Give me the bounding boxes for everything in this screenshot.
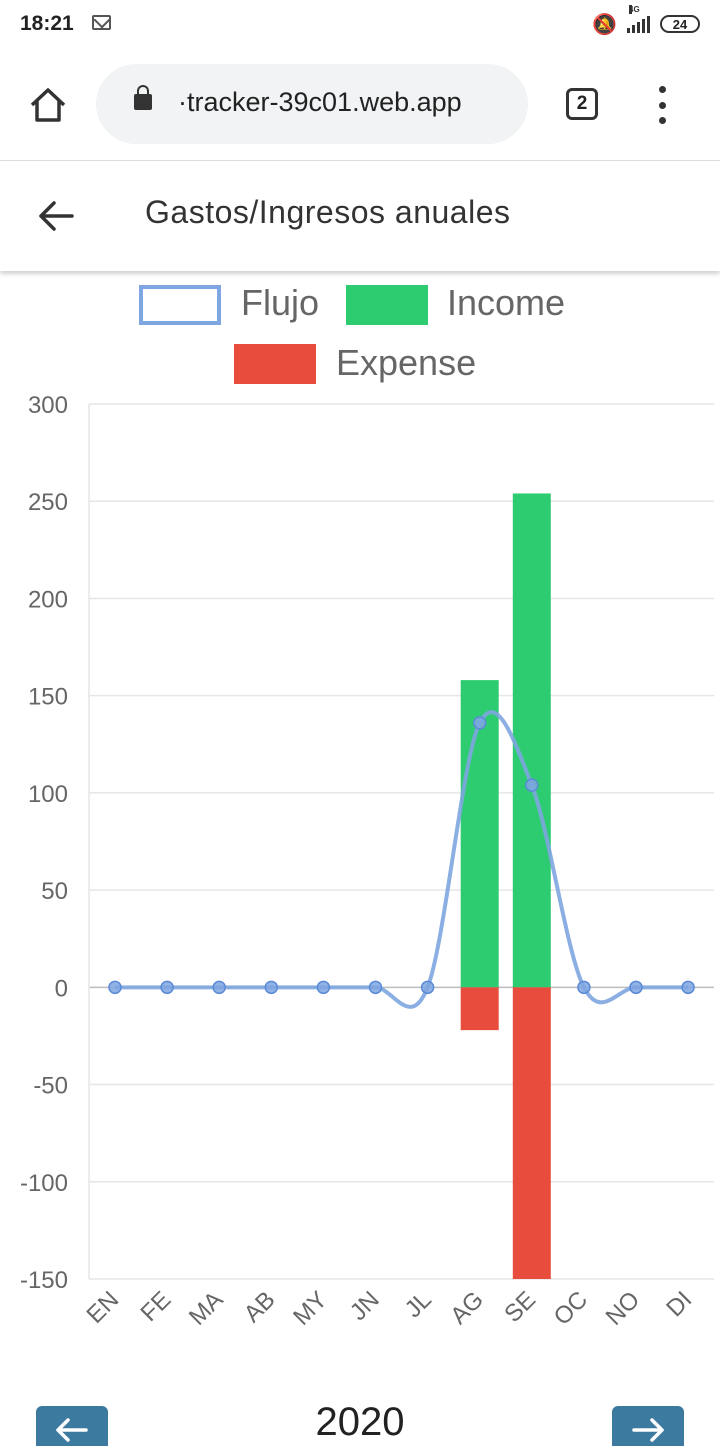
income-bar (512, 493, 551, 988)
legend-label-expense: Expense (336, 342, 476, 383)
chart-svg: Flujo Income Expense 300 250 200 150 100 50 0 -50 -… (20, 282, 714, 1331)
app-header: Gastos/Ingresos anuales (0, 160, 720, 271)
y-tick-label: -100 (20, 1170, 68, 1197)
flujo-point (681, 980, 695, 995)
network-label: 4G (629, 5, 640, 14)
mail-icon (92, 15, 111, 30)
x-tick-label: OC (549, 1286, 594, 1331)
back-button[interactable] (36, 199, 76, 233)
legend-swatch-income (346, 285, 428, 325)
flujo-point (629, 980, 643, 995)
x-tick-label: NO (601, 1286, 646, 1331)
x-tick-label: AG (445, 1286, 489, 1330)
x-tick-label: EN (82, 1286, 125, 1329)
annual-chart: Flujo Income Expense 300 250 200 150 100 50 0 -50 -… (0, 270, 720, 1380)
home-button[interactable] (28, 86, 68, 124)
flujo-point (472, 716, 487, 730)
y-tick-label: 100 (28, 781, 68, 808)
arrow-left-icon (39, 201, 74, 231)
y-tick-label: 250 (28, 489, 68, 516)
url-text: ·tracker-39c01.web.app (178, 87, 462, 117)
flujo-point (264, 980, 279, 995)
y-tick-label: 300 (28, 392, 68, 419)
next-year-button[interactable] (612, 1406, 684, 1446)
page-title: Gastos/Ingresos anuales (145, 194, 511, 230)
x-tick-label: FE (136, 1286, 177, 1327)
tab-switcher-button[interactable]: 2 (566, 88, 598, 120)
y-tick-label: 150 (28, 684, 68, 711)
bell-off-icon: 🔕 (592, 13, 617, 36)
dot-icon (658, 117, 666, 124)
previous-year-button[interactable] (36, 1406, 108, 1446)
income-bar (460, 680, 499, 988)
status-icons: 🔕 4G 24 (592, 5, 700, 38)
legend-label-income: Income (447, 282, 565, 323)
x-tick-label: MY (288, 1286, 333, 1331)
address-bar[interactable]: ·tracker-39c01.web.app (96, 64, 528, 144)
y-tick-label: -150 (20, 1267, 68, 1294)
x-tick-label: SE (499, 1286, 541, 1328)
flujo-point (368, 980, 383, 995)
legend-label-flujo: Flujo (241, 282, 319, 323)
flujo-point (108, 980, 122, 995)
x-tick-label: DI (661, 1286, 697, 1322)
flujo-line (115, 710, 689, 1009)
year-label: 2020 (315, 1400, 405, 1444)
arrow-left-icon (56, 1418, 88, 1442)
lock-icon (134, 85, 152, 110)
flujo-point (212, 980, 226, 995)
home-icon (30, 88, 66, 122)
flujo-point (525, 778, 539, 792)
signal-icon: 4G (627, 5, 650, 33)
y-tick-label: -50 (33, 1073, 68, 1100)
x-tick-label: MA (184, 1286, 229, 1331)
legend-swatch-flujo (139, 285, 221, 325)
browser-toolbar: ·tracker-39c01.web.app 2 (0, 48, 720, 160)
y-tick-label: 50 (41, 878, 68, 905)
expense-bar (512, 987, 551, 1279)
expense-bar (460, 987, 499, 1031)
flujo-point (420, 980, 435, 995)
flujo-point (160, 980, 174, 995)
dot-icon (658, 86, 666, 93)
status-bar: 18:21 🔕 4G 24 (0, 0, 720, 48)
x-tick-label: AB (239, 1286, 281, 1328)
x-tick-label: JN (345, 1286, 385, 1326)
y-tick-label: 0 (55, 975, 68, 1002)
y-tick-label: 200 (28, 586, 68, 613)
more-menu-button[interactable] (652, 86, 672, 124)
battery-icon: 24 (660, 15, 700, 33)
legend-swatch-expense (234, 344, 316, 384)
arrow-right-icon (632, 1418, 664, 1442)
x-tick-label: JL (400, 1286, 437, 1323)
dot-icon (658, 101, 666, 109)
flujo-point (577, 980, 591, 995)
flujo-point (316, 980, 331, 995)
status-time: 18:21 (20, 12, 74, 35)
